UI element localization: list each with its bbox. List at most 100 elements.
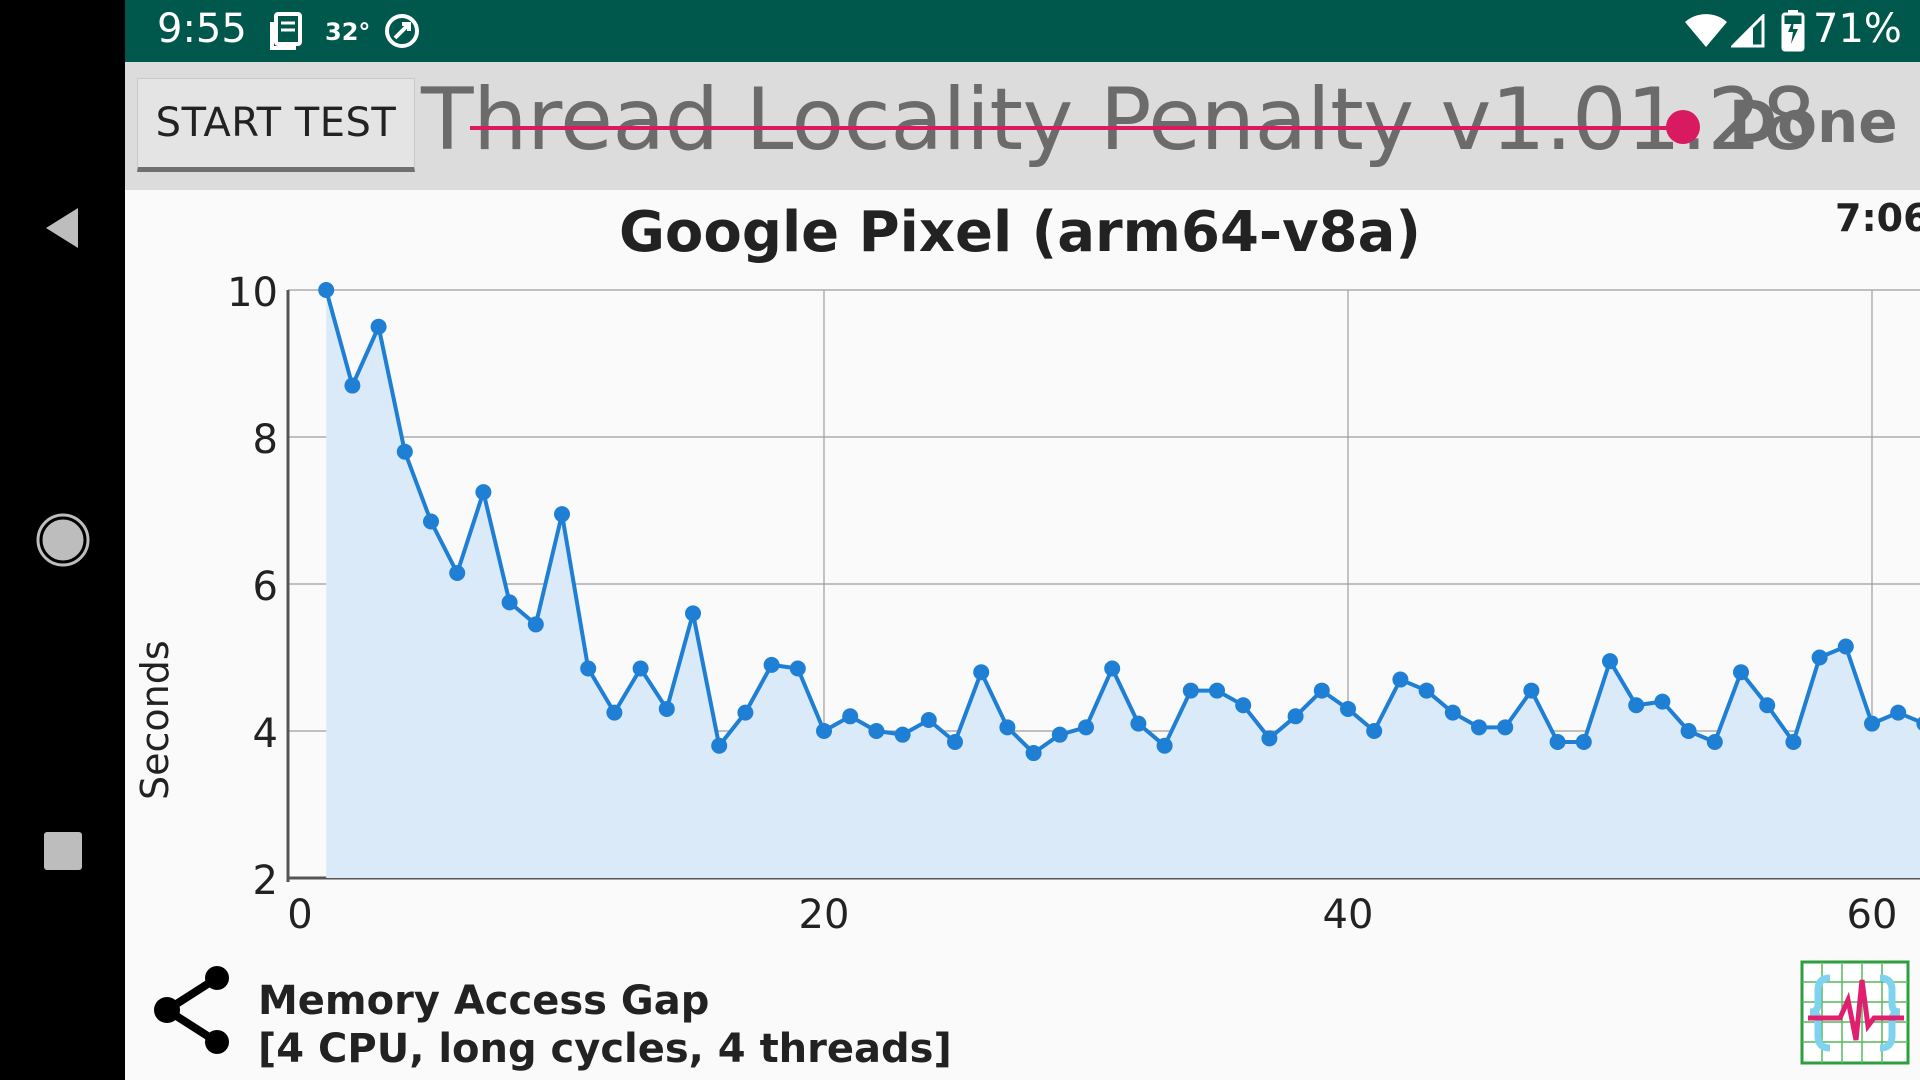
- recents-button[interactable]: [0, 806, 125, 896]
- data-point: [1471, 719, 1487, 736]
- data-point: [501, 594, 518, 611]
- data-point: [318, 282, 335, 298]
- x-tick-label: 20: [799, 892, 850, 938]
- data-point: [396, 443, 413, 460]
- data-point: [1759, 697, 1776, 714]
- battery-charging-icon: [1781, 10, 1805, 52]
- data-point: [1418, 682, 1435, 699]
- cell-signal-icon: [1731, 14, 1765, 48]
- footer: Memory Access Gap [4 CPU, long cycles, 4…: [125, 960, 1920, 1080]
- data-point: [894, 726, 911, 743]
- data-point: [1523, 682, 1540, 699]
- app-screen: 9:55 32° 71% START TEST Thread Lo: [125, 0, 1920, 1080]
- data-point: [1051, 726, 1068, 743]
- data-point: [1916, 716, 1920, 731]
- share-icon[interactable]: [149, 960, 239, 1060]
- data-point: [423, 513, 439, 530]
- data-point: [1706, 734, 1723, 751]
- data-point: [1890, 704, 1907, 721]
- data-point: [737, 704, 754, 721]
- data-point: [527, 616, 544, 633]
- data-point: [973, 664, 990, 681]
- data-point: [1078, 719, 1094, 736]
- data-point: [1444, 704, 1461, 721]
- test-name: Memory Access Gap: [258, 978, 710, 1024]
- test-config: [4 CPU, long cycles, 4 threads]: [258, 1026, 952, 1072]
- data-point: [449, 564, 466, 581]
- data-point: [1156, 737, 1173, 754]
- data-point: [580, 660, 597, 677]
- data-point: [1104, 660, 1121, 677]
- navigation-bar: [0, 0, 125, 1080]
- y-tick-label: 4: [253, 711, 278, 757]
- data-point: [1287, 708, 1304, 725]
- home-button[interactable]: [0, 495, 125, 585]
- data-point: [842, 708, 859, 725]
- y-tick-label: 8: [253, 417, 278, 463]
- back-button[interactable]: [0, 183, 125, 273]
- data-point: [1680, 723, 1697, 739]
- data-point: [1602, 653, 1618, 670]
- data-point: [816, 723, 832, 739]
- series-area: [326, 290, 1920, 878]
- data-point: [947, 734, 963, 751]
- data-point: [1025, 745, 1042, 762]
- app-title: Thread Locality Penalty v1.01.28: [421, 70, 1816, 170]
- status-done-label: Done: [1729, 88, 1898, 156]
- data-point: [554, 506, 570, 523]
- start-test-button[interactable]: START TEST: [137, 78, 415, 172]
- data-point: [999, 719, 1016, 736]
- data-point: [1261, 730, 1278, 747]
- data-point: [711, 737, 728, 754]
- y-tick-label: 2: [253, 858, 278, 904]
- elapsed-time-label: 7:06: [1835, 196, 1920, 240]
- recents-icon: [43, 832, 82, 870]
- app-toolbar: START TEST Thread Locality Penalty v1.01…: [125, 62, 1920, 190]
- data-point: [789, 660, 806, 677]
- progress-dot: [1666, 110, 1700, 144]
- data-point: [1235, 697, 1252, 714]
- data-point: [1864, 715, 1880, 732]
- temperature-label: 32°: [325, 18, 371, 46]
- data-point: [344, 377, 361, 394]
- chart-title: Google Pixel (arm64-v8a): [618, 200, 1422, 265]
- data-point: [1340, 700, 1356, 717]
- data-point: [658, 700, 675, 717]
- data-point: [1549, 734, 1566, 751]
- data-point: [1733, 664, 1749, 681]
- data-point: [920, 711, 937, 728]
- data-point: [1811, 649, 1828, 666]
- data-point: [632, 660, 649, 677]
- data-point: [1575, 734, 1592, 751]
- data-point: [1628, 697, 1645, 714]
- sync-icon: [385, 14, 419, 48]
- app-logo-icon: [1800, 960, 1910, 1065]
- data-point: [763, 656, 780, 673]
- y-tick-label: 6: [253, 564, 278, 610]
- status-time: 9:55: [157, 6, 247, 52]
- data-point: [1366, 723, 1383, 739]
- data-point: [606, 704, 623, 721]
- battery-percent: 71%: [1813, 6, 1902, 52]
- news-icon: [270, 12, 302, 50]
- data-point: [1130, 715, 1147, 732]
- data-point: [1785, 734, 1802, 751]
- data-point: [1497, 719, 1514, 736]
- data-point: [1313, 682, 1330, 699]
- y-tick-label: 10: [227, 270, 278, 316]
- x-tick-label: 40: [1323, 892, 1374, 938]
- wifi-icon: [1685, 14, 1727, 47]
- data-point: [1209, 682, 1225, 699]
- data-point: [868, 723, 885, 739]
- back-icon: [45, 208, 78, 248]
- x-tick-label: 0: [287, 892, 312, 938]
- data-point: [1837, 638, 1854, 655]
- data-point: [370, 318, 387, 335]
- data-point: [475, 484, 492, 501]
- home-icon: [36, 513, 89, 567]
- x-tick-label: 60: [1847, 892, 1898, 938]
- data-point: [1392, 671, 1409, 688]
- line-chart: 2 4 6 8 10 0 20 40 60: [227, 270, 1920, 938]
- status-bar: 9:55 32° 71%: [125, 0, 1920, 62]
